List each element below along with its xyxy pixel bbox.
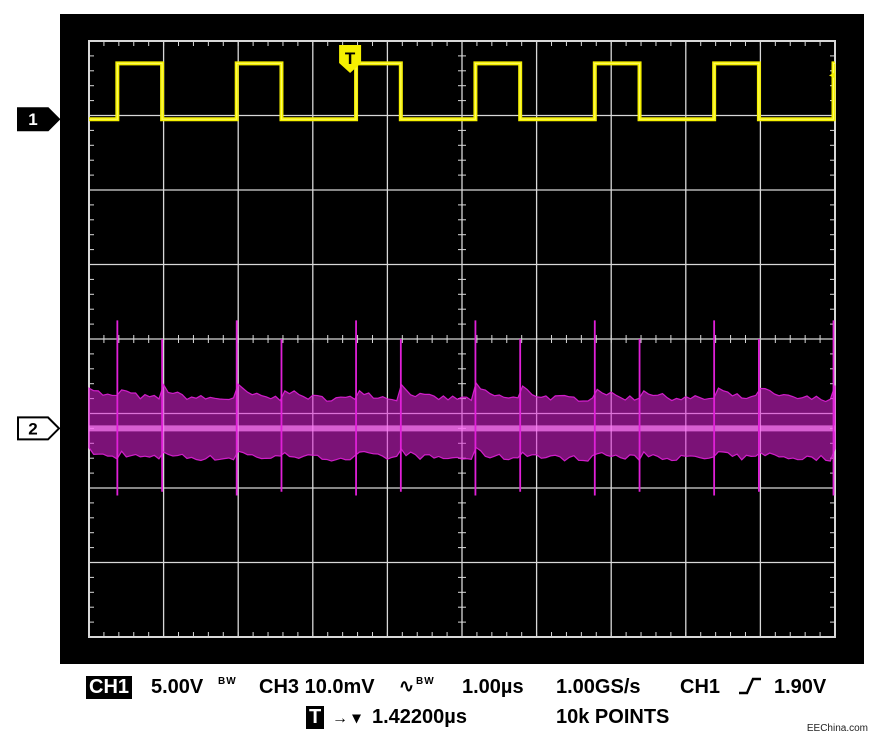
- trigger-source: CH1: [680, 676, 721, 698]
- ch1-bandwidth-limit: BW: [218, 676, 237, 687]
- sample-rate: 1.00GS/s: [556, 676, 641, 698]
- ch1-trace-highlight: [89, 62, 835, 120]
- ch2-noise-envelope: [89, 382, 835, 462]
- ch1-ground-marker: 1: [17, 107, 61, 132]
- ch2-ground-marker: 2: [17, 416, 61, 441]
- ch2-noise-outline: [88, 381, 836, 462]
- ch1-level-indicator: ◂: [829, 67, 835, 81]
- ch3-bandwidth-limit: BW: [416, 676, 435, 687]
- trigger-delay: 1.42200µs: [372, 706, 467, 728]
- channel-markers: 1 2 T ◂: [17, 45, 835, 441]
- ch1-ground-marker-shape: [17, 107, 61, 132]
- trigger-badge: T: [306, 706, 325, 729]
- ac-coupling-icon: ∿: [399, 676, 415, 696]
- ch2-ground-marker-label: 2: [28, 419, 37, 438]
- timebase: 1.00µs: [462, 676, 524, 698]
- ch1-badge: CH1: [86, 676, 133, 699]
- ch2-trace: [88, 320, 836, 496]
- ch1-ground-marker-label: 1: [28, 110, 37, 129]
- trigger-marker-shape: [339, 45, 362, 73]
- oscilloscope-display: 1 2 T ◂: [17, 14, 864, 664]
- waveform-traces: [88, 61, 836, 496]
- ch2-ground-marker-shape: [17, 416, 61, 441]
- trigger-position-marker: T: [339, 45, 362, 73]
- record-length: 10k POINTS: [556, 706, 670, 728]
- ch3-scale: CH3 10.0mV: [259, 676, 375, 698]
- graticule: [88, 40, 836, 638]
- rising-edge-icon: [737, 676, 763, 702]
- trigger-level: 1.90V: [774, 676, 827, 698]
- watermark: EEChina.com: [806, 723, 868, 734]
- trigger-marker-label: T: [345, 49, 356, 68]
- ch1-scale: 5.00V: [151, 676, 204, 698]
- trigger-position-arrow: → ▾: [332, 710, 361, 727]
